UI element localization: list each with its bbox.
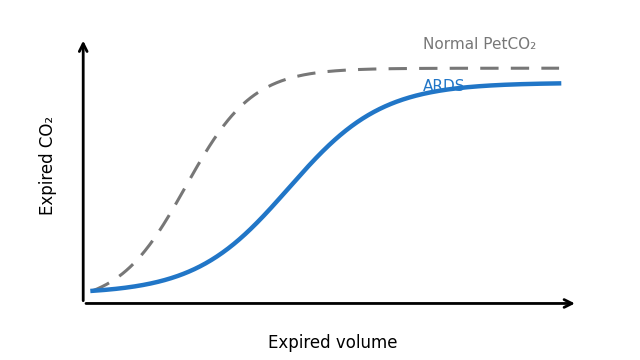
Text: Normal PetCO₂: Normal PetCO₂: [422, 37, 536, 52]
Text: ARDS: ARDS: [422, 80, 465, 94]
Text: Expired CO₂: Expired CO₂: [39, 116, 57, 215]
Text: Expired volume: Expired volume: [268, 334, 397, 352]
